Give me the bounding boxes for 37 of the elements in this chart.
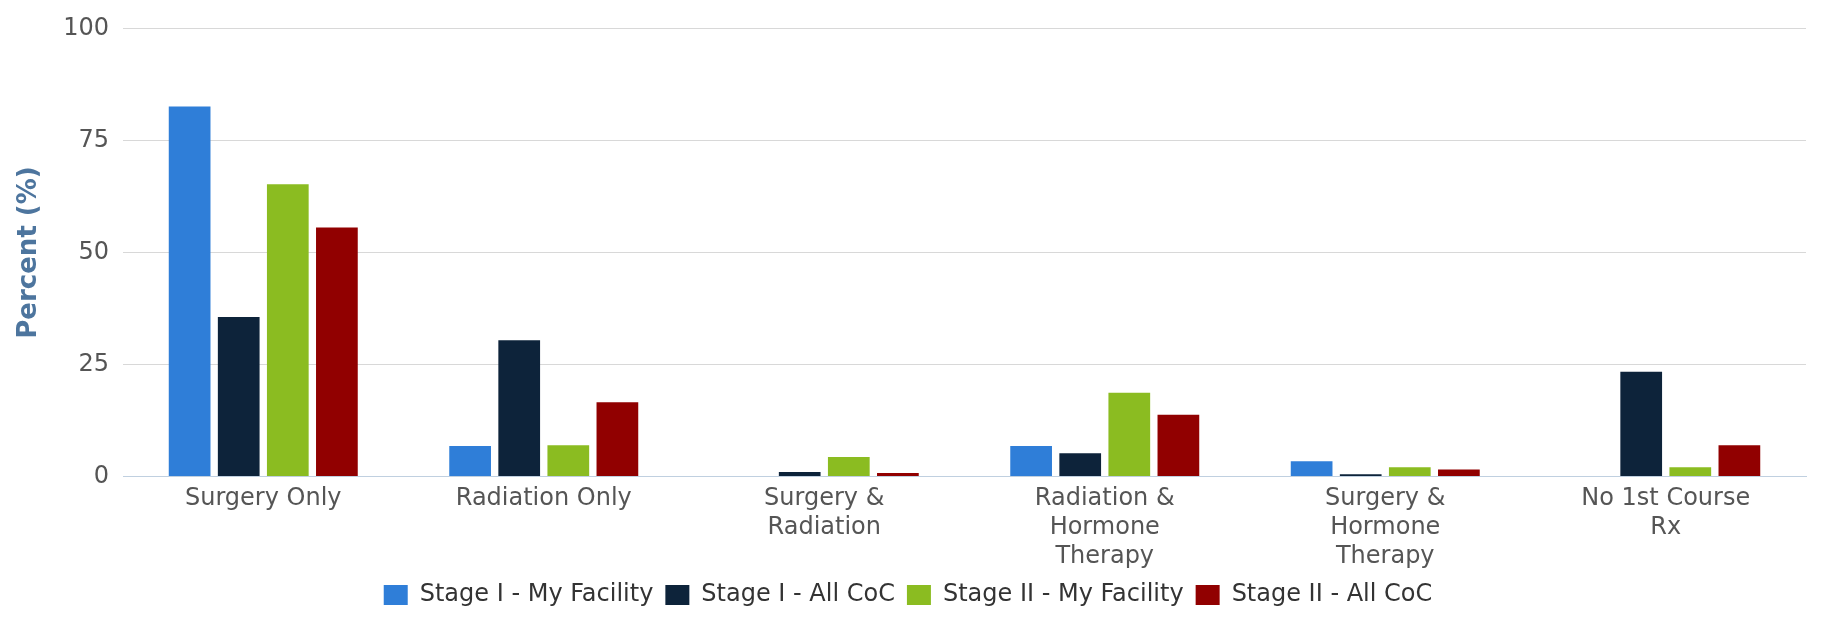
bar [1010,446,1052,477]
x-tick-label: Surgery & Hormone Therapy [1325,483,1446,569]
bar [498,340,541,477]
bar [1620,371,1663,477]
bar [449,446,491,477]
bar [596,402,639,477]
y-tick-label: 75 [78,124,110,153]
bar [1669,467,1712,477]
bar [1157,414,1200,477]
bar [1438,469,1480,477]
x-tick-label: No 1st Course Rx [1581,483,1751,541]
bar [1290,461,1333,477]
bar [1718,445,1761,477]
bar [1108,392,1151,477]
y-tick-label: 50 [78,236,110,265]
bar [877,473,919,477]
bar [778,472,821,477]
bar [1059,453,1102,477]
bar [168,106,211,477]
bar [547,445,590,477]
x-tick-label: Radiation Only [455,483,632,512]
legend-label: Stage I - All CoC [701,579,895,608]
bar [217,317,260,477]
bar [316,227,358,477]
y-axis-title: Percent (%) [12,166,43,339]
y-tick-label: 25 [78,348,110,377]
legend-label: Stage II - My Facility [942,579,1184,608]
bar [1388,467,1431,477]
x-tick-label: Surgery & Radiation [764,483,885,541]
x-tick-label: Surgery Only [184,483,342,512]
x-tick-label: Radiation & Hormone Therapy [1034,483,1175,569]
legend-label: Stage I - My Facility [419,579,654,608]
y-tick-label: 100 [63,12,110,41]
bar [827,456,870,477]
bar [266,184,309,477]
y-tick-label: 0 [93,460,110,489]
legend-label: Stage II - All CoC [1231,579,1433,608]
